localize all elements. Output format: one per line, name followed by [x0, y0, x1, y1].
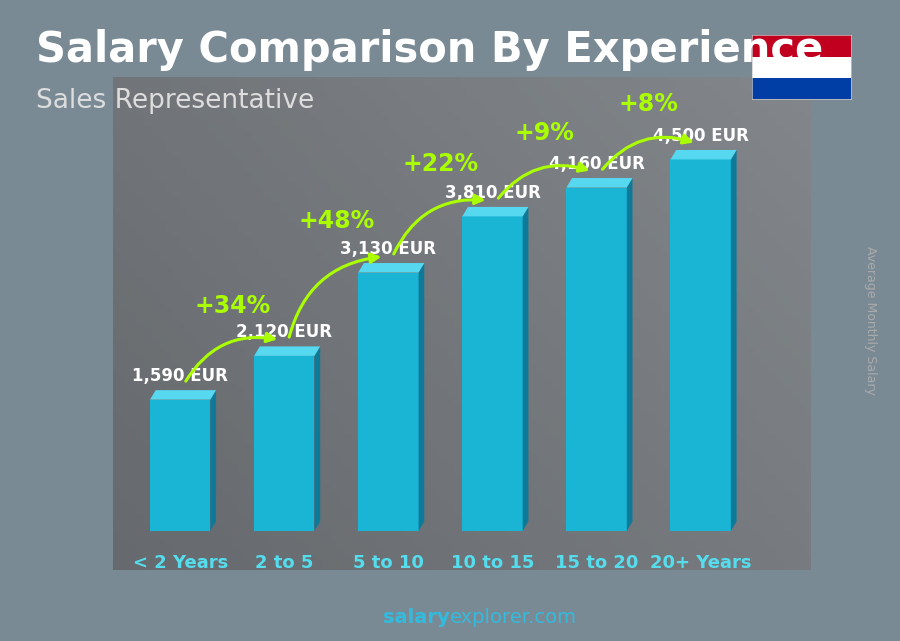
- Text: 5 to 10: 5 to 10: [353, 554, 424, 572]
- Polygon shape: [254, 346, 320, 356]
- Polygon shape: [566, 188, 626, 531]
- Polygon shape: [670, 160, 731, 531]
- Text: explorer.com: explorer.com: [450, 608, 577, 627]
- Text: 3,130 EUR: 3,130 EUR: [340, 240, 436, 258]
- Bar: [752, 78, 850, 99]
- Polygon shape: [670, 150, 736, 160]
- Text: +48%: +48%: [298, 209, 374, 233]
- Text: +9%: +9%: [515, 121, 574, 146]
- Polygon shape: [358, 272, 419, 531]
- Polygon shape: [358, 263, 424, 272]
- Bar: [752, 35, 850, 56]
- Polygon shape: [150, 390, 216, 399]
- Text: 15 to 20: 15 to 20: [555, 554, 638, 572]
- Text: Salary Comparison By Experience: Salary Comparison By Experience: [36, 29, 824, 71]
- Polygon shape: [523, 207, 528, 531]
- Polygon shape: [626, 178, 633, 531]
- Text: < 2 Years: < 2 Years: [132, 554, 228, 572]
- Polygon shape: [418, 263, 424, 531]
- Polygon shape: [314, 346, 320, 531]
- Text: 1,590 EUR: 1,590 EUR: [132, 367, 228, 385]
- Text: 4,160 EUR: 4,160 EUR: [549, 155, 644, 173]
- Text: 4,500 EUR: 4,500 EUR: [652, 127, 749, 145]
- Polygon shape: [566, 178, 633, 188]
- Text: 20+ Years: 20+ Years: [650, 554, 752, 572]
- Polygon shape: [211, 390, 216, 531]
- Text: salary: salary: [383, 608, 450, 627]
- Polygon shape: [150, 399, 211, 531]
- Polygon shape: [731, 150, 736, 531]
- Polygon shape: [254, 356, 314, 531]
- Text: +34%: +34%: [194, 294, 270, 317]
- Polygon shape: [463, 207, 528, 217]
- Text: Average Monthly Salary: Average Monthly Salary: [865, 246, 878, 395]
- Text: +8%: +8%: [618, 92, 679, 116]
- Text: +22%: +22%: [402, 151, 479, 176]
- Text: 2,120 EUR: 2,120 EUR: [237, 324, 332, 342]
- Text: Sales Representative: Sales Representative: [36, 88, 314, 115]
- Polygon shape: [463, 217, 523, 531]
- Text: 3,810 EUR: 3,810 EUR: [445, 184, 540, 202]
- Bar: [752, 56, 850, 78]
- Text: 10 to 15: 10 to 15: [451, 554, 535, 572]
- Text: 2 to 5: 2 to 5: [255, 554, 313, 572]
